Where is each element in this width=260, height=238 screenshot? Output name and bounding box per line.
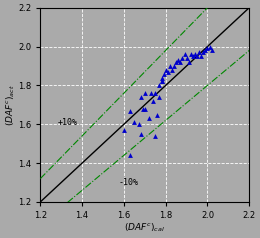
Point bbox=[136, 122, 141, 126]
Point bbox=[180, 56, 185, 60]
Point bbox=[199, 54, 203, 58]
Point bbox=[197, 50, 201, 54]
Point bbox=[170, 68, 174, 72]
Point bbox=[143, 91, 147, 95]
Point bbox=[155, 113, 159, 116]
Point bbox=[141, 107, 145, 111]
Point bbox=[207, 45, 212, 48]
Point bbox=[159, 79, 164, 83]
Point bbox=[176, 58, 180, 62]
Text: +10%: +10% bbox=[58, 118, 78, 127]
Point bbox=[183, 52, 187, 56]
Point bbox=[157, 84, 161, 87]
Point bbox=[132, 120, 136, 124]
Point bbox=[168, 64, 172, 68]
Y-axis label: $(DAF^c)_{act}$: $(DAF^c)_{act}$ bbox=[4, 84, 17, 126]
Point bbox=[203, 49, 207, 52]
Point bbox=[139, 132, 143, 136]
Point bbox=[147, 116, 151, 120]
Point bbox=[143, 107, 147, 111]
Point bbox=[191, 54, 195, 58]
Point bbox=[128, 154, 132, 157]
Point bbox=[189, 52, 193, 56]
Point bbox=[159, 76, 164, 79]
Point bbox=[153, 134, 157, 138]
Point bbox=[128, 109, 132, 113]
Point bbox=[122, 128, 126, 132]
Text: -10%: -10% bbox=[119, 178, 139, 187]
Point bbox=[166, 70, 170, 74]
Point bbox=[172, 64, 176, 68]
Point bbox=[195, 54, 199, 58]
Point bbox=[139, 95, 143, 99]
X-axis label: $(DAF^c)_{cal}$: $(DAF^c)_{cal}$ bbox=[124, 221, 165, 234]
Point bbox=[157, 95, 161, 99]
Point bbox=[149, 91, 153, 95]
Point bbox=[201, 50, 205, 54]
Point bbox=[153, 91, 157, 95]
Point bbox=[174, 60, 178, 64]
Point bbox=[164, 68, 168, 72]
Point bbox=[205, 47, 210, 50]
Point bbox=[187, 60, 191, 64]
Point bbox=[161, 72, 166, 76]
Point bbox=[151, 99, 155, 103]
Point bbox=[210, 49, 214, 52]
Point bbox=[185, 56, 189, 60]
Point bbox=[178, 60, 183, 64]
Point bbox=[159, 79, 164, 83]
Point bbox=[193, 52, 197, 56]
